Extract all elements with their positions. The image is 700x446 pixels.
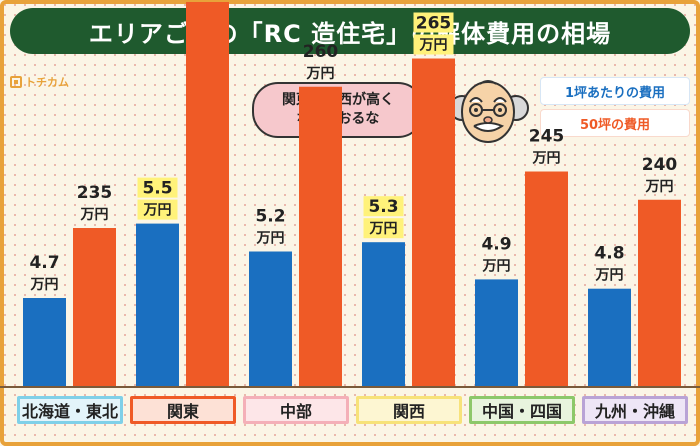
- unit-label-0-2: 万円: [256, 231, 285, 247]
- value-label-0-5: 4.8: [594, 244, 624, 264]
- bar-total-5: [638, 199, 681, 386]
- unit-highlight-1-3: [413, 34, 454, 55]
- value-label-0-3: 5.3: [368, 197, 398, 217]
- value-label-0-4: 4.9: [481, 234, 511, 254]
- bar-total-3: [412, 58, 455, 386]
- value-label-0-2: 5.2: [255, 207, 285, 227]
- value-label-0-1: 5.5: [142, 179, 172, 199]
- unit-label-0-1: 万円: [143, 203, 172, 219]
- value-label-1-2: 260: [303, 42, 339, 62]
- unit-label-1-0: 万円: [80, 207, 109, 223]
- bar-total-1: [186, 2, 229, 386]
- bar-total-0: [73, 228, 116, 386]
- logo-icon: [10, 76, 22, 88]
- value-highlight-0-1: [137, 177, 178, 198]
- category-label-5: 九州・沖縄: [582, 396, 688, 424]
- bar-per-tsubo-1: [136, 223, 179, 386]
- unit-label-1-2: 万円: [306, 66, 335, 82]
- bar-per-tsubo-2: [249, 251, 292, 386]
- unit-highlight-0-1: [137, 199, 178, 220]
- bar-total-4: [525, 171, 568, 386]
- old-man-illustration-icon: [449, 80, 529, 143]
- legend-per-tsubo: 1坪あたりの費用: [540, 77, 690, 105]
- bar-total-2: [299, 86, 342, 386]
- unit-label-0-5: 万円: [595, 268, 624, 284]
- page-title: エリアごとの「RC 造住宅」の解体費用の相場: [10, 8, 690, 54]
- unit-label-1-4: 万円: [532, 151, 561, 167]
- category-label-4: 中国・四国: [469, 396, 575, 424]
- unit-label-0-3: 万円: [369, 221, 398, 237]
- value-highlight-0-3: [363, 196, 404, 217]
- logo-text: トチカム: [25, 76, 69, 89]
- bar-per-tsubo-5: [588, 288, 631, 386]
- value-label-1-0: 235: [77, 183, 113, 203]
- unit-label-1-3: 万円: [419, 38, 448, 54]
- bar-per-tsubo-4: [475, 279, 518, 386]
- category-label-3: 関西: [356, 396, 462, 424]
- unit-label-0-4: 万円: [482, 258, 511, 274]
- category-label-1: 関東: [130, 396, 236, 424]
- value-label-1-5: 240: [642, 155, 678, 175]
- category-label-2: 中部: [243, 396, 349, 424]
- unit-label-1-5: 万円: [645, 179, 674, 195]
- logo: トチカム: [10, 74, 69, 90]
- value-label-0-0: 4.7: [29, 253, 59, 273]
- value-label-1-4: 245: [529, 127, 565, 147]
- value-highlight-1-3: [413, 12, 454, 33]
- unit-highlight-0-3: [363, 218, 404, 239]
- chart-baseline: [0, 386, 700, 388]
- value-label-1-3: 265: [416, 14, 452, 34]
- unit-label-0-0: 万円: [30, 277, 59, 293]
- category-label-0: 北海道・東北: [17, 396, 123, 424]
- bar-per-tsubo-0: [23, 298, 66, 386]
- bar-per-tsubo-3: [362, 242, 405, 386]
- legend-total: 50坪の費用: [540, 109, 690, 137]
